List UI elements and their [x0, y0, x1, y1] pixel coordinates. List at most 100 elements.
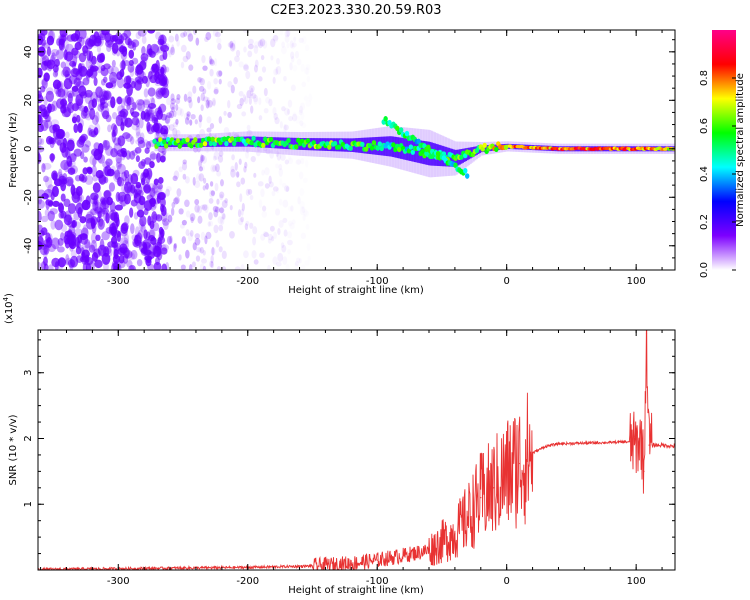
noise-speckle	[94, 259, 103, 269]
noise-speckle	[183, 93, 188, 102]
noise-speckle	[175, 103, 179, 111]
snr-panel: -300 -200 -100 0 100 1 2 3 Height of straight …	[2, 293, 676, 596]
noise-speckle	[50, 219, 56, 230]
spectrogram-x-tick-label: 100	[627, 276, 646, 287]
signal-band	[212, 137, 214, 147]
noise-speckle	[81, 144, 90, 153]
noise-speckle	[149, 197, 156, 208]
noise-speckle	[101, 252, 111, 265]
noise-speckle	[212, 205, 219, 213]
noise-speckle	[277, 252, 284, 262]
noise-speckle	[200, 154, 205, 162]
noise-speckle	[154, 257, 160, 266]
noise-speckle	[216, 170, 222, 177]
noise-speckle	[175, 97, 181, 105]
noise-speckle	[183, 112, 189, 120]
noise-speckle	[41, 162, 46, 173]
snr-x-tick-label: -300	[107, 576, 130, 587]
noise-speckle	[69, 255, 79, 268]
noise-speckle	[129, 265, 135, 270]
spectrogram-y-tick-label: -40	[23, 238, 34, 254]
noise-speckle	[38, 137, 43, 145]
noise-speckle	[275, 163, 279, 168]
noise-speckle	[44, 208, 50, 217]
snr-point	[480, 497, 482, 499]
noise-speckle	[113, 265, 119, 270]
noise-speckle	[100, 196, 106, 205]
noise-speckle	[57, 237, 64, 247]
noise-speckle	[115, 157, 123, 168]
noise-speckle	[151, 184, 159, 194]
signal-band	[253, 136, 256, 147]
noise-speckle	[154, 70, 160, 79]
noise-speckle	[82, 167, 89, 175]
signal-band	[222, 137, 225, 147]
noise-speckle	[211, 97, 216, 106]
noise-speckle	[208, 55, 212, 65]
noise-speckle	[91, 148, 100, 157]
noise-speckle	[79, 135, 87, 143]
signal-band	[194, 138, 197, 147]
signal-core	[206, 136, 212, 142]
noise-speckle	[116, 71, 123, 80]
noise-speckle	[54, 219, 64, 231]
noise-speckle	[66, 102, 73, 111]
noise-speckle	[100, 67, 109, 77]
noise-speckle	[230, 165, 235, 173]
noise-speckle	[47, 264, 54, 270]
noise-speckle	[283, 75, 287, 82]
noise-speckle	[263, 231, 268, 237]
noise-speckle	[85, 262, 92, 270]
noise-speckle	[88, 129, 96, 138]
noise-speckle	[60, 61, 67, 69]
noise-speckle	[267, 233, 273, 241]
signal-core	[251, 135, 256, 141]
noise-speckle	[136, 209, 145, 218]
signal-band	[198, 138, 200, 147]
noise-speckle	[278, 163, 283, 171]
noise-speckle	[151, 63, 158, 71]
noise-speckle	[307, 243, 311, 251]
signal-core	[406, 148, 412, 154]
signal-core	[348, 145, 353, 151]
noise-speckle	[119, 151, 126, 161]
noise-speckle	[280, 153, 286, 162]
noise-speckle	[306, 224, 310, 230]
noise-speckle	[143, 183, 151, 194]
noise-speckle	[43, 72, 50, 82]
noise-speckle	[229, 230, 235, 239]
signal-core	[327, 144, 332, 150]
noise-speckle	[203, 177, 207, 184]
noise-speckle	[132, 101, 137, 111]
colorbar-tick-label: 0.8	[699, 70, 710, 86]
noise-speckle	[149, 97, 155, 105]
noise-speckle	[194, 180, 201, 189]
noise-speckle	[108, 220, 115, 230]
noise-speckle	[105, 212, 110, 224]
noise-speckle	[149, 220, 155, 230]
noise-speckle	[85, 70, 91, 79]
signal-band	[271, 137, 273, 149]
noise-speckle	[89, 197, 98, 205]
noise-speckle	[257, 40, 262, 47]
noise-speckle	[205, 99, 210, 109]
noise-speckle	[257, 181, 264, 187]
noise-speckle	[217, 43, 222, 50]
noise-speckle	[140, 132, 145, 142]
noise-speckle	[119, 60, 127, 71]
signal-core	[175, 138, 181, 144]
noise-speckle	[38, 153, 42, 165]
noise-speckle	[166, 212, 170, 219]
signal-core	[156, 141, 161, 147]
noise-speckle	[88, 244, 96, 253]
signal-band	[485, 145, 488, 152]
noise-speckle	[90, 231, 98, 244]
noise-speckle	[73, 148, 82, 157]
noise-speckle	[103, 91, 111, 100]
noise-speckle	[245, 220, 250, 226]
noise-speckle	[290, 51, 295, 60]
noise-speckle	[47, 184, 55, 194]
noise-speckle	[187, 91, 193, 99]
noise-speckle	[223, 110, 227, 116]
